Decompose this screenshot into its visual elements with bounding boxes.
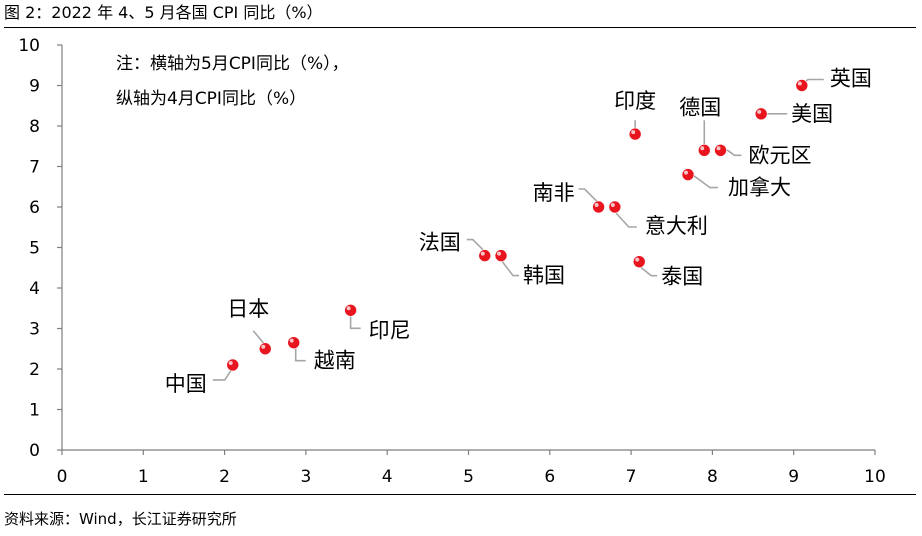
top-rule: [4, 27, 916, 28]
data-point: [478, 249, 492, 262]
point-label: 泰国: [661, 265, 703, 289]
x-tick-label: 1: [138, 467, 149, 487]
chart-note-line: 注：横轴为5月CPI同比（%），: [116, 54, 349, 74]
data-point-highlight: [228, 360, 233, 365]
data-point: [628, 127, 642, 141]
point-label: 法国: [419, 231, 461, 255]
point-label: 越南: [314, 349, 356, 373]
point-label: 日本: [227, 297, 269, 321]
data-point: [681, 168, 695, 181]
x-tick-label: 10: [864, 467, 886, 487]
y-tick-label: 1: [29, 401, 40, 421]
data-point-highlight: [594, 203, 599, 207]
point-label: 英国: [830, 67, 872, 91]
data-point-highlight: [261, 344, 266, 349]
y-tick-label: 2: [29, 360, 40, 380]
y-tick-label: 0: [29, 441, 40, 461]
point-label: 韩国: [523, 264, 565, 288]
data-point: [494, 249, 508, 262]
bottom-rule: [4, 494, 916, 495]
data-point: [226, 358, 240, 372]
data-point-highlight: [480, 251, 485, 256]
data-point-highlight: [635, 257, 640, 262]
data-point-highlight: [684, 170, 689, 175]
x-tick-label: 0: [57, 467, 68, 487]
data-point: [344, 303, 357, 317]
y-tick-label: 5: [29, 239, 40, 259]
point-label: 德国: [679, 95, 721, 119]
data-point: [632, 255, 646, 268]
figure-title: 图 2：2022 年 4、5 月各国 CPI 同比（%）: [4, 3, 323, 22]
point-label: 南非: [533, 181, 575, 205]
x-tick-label: 5: [463, 467, 474, 487]
point-label: 印尼: [369, 318, 411, 342]
x-tick-label: 3: [300, 467, 311, 487]
x-tick-label: 9: [788, 467, 799, 487]
data-point: [592, 200, 605, 214]
data-point-highlight: [757, 109, 762, 114]
y-tick-label: 3: [29, 320, 40, 340]
point-label: 中国: [165, 372, 207, 396]
data-point-highlight: [497, 251, 502, 256]
chart-note-line: 纵轴为4月CPI同比（%）: [116, 89, 306, 109]
data-point-highlight: [289, 338, 294, 343]
point-label: 意大利: [645, 214, 708, 238]
point-label: 美国: [791, 102, 833, 126]
point-label: 加拿大: [728, 176, 791, 200]
source-note: 资料来源：Wind，长江证券研究所: [4, 510, 237, 528]
data-point-highlight: [797, 81, 802, 86]
y-tick-label: 6: [29, 198, 40, 218]
x-tick-label: 6: [544, 467, 555, 487]
data-point: [697, 144, 711, 157]
x-tick-label: 2: [219, 467, 230, 487]
data-point-highlight: [700, 146, 705, 151]
y-tick-label: 8: [29, 117, 40, 137]
data-point-highlight: [610, 203, 615, 207]
data-point: [258, 342, 272, 356]
y-tick-label: 4: [29, 279, 40, 299]
y-tick-label: 7: [29, 158, 40, 178]
data-point: [795, 79, 809, 92]
x-tick-label: 4: [382, 467, 393, 487]
data-point: [754, 107, 768, 121]
data-point-highlight: [716, 146, 721, 151]
data-point-highlight: [346, 306, 351, 311]
y-tick-label: 10: [18, 36, 40, 56]
x-tick-label: 7: [626, 467, 637, 487]
data-point: [714, 144, 727, 157]
data-point: [608, 200, 622, 214]
data-point: [287, 336, 301, 349]
point-label: 欧元区: [749, 143, 812, 167]
y-tick-label: 9: [29, 77, 40, 97]
point-label: 印度: [614, 89, 656, 113]
data-point-highlight: [631, 130, 636, 135]
x-tick-label: 8: [707, 467, 718, 487]
